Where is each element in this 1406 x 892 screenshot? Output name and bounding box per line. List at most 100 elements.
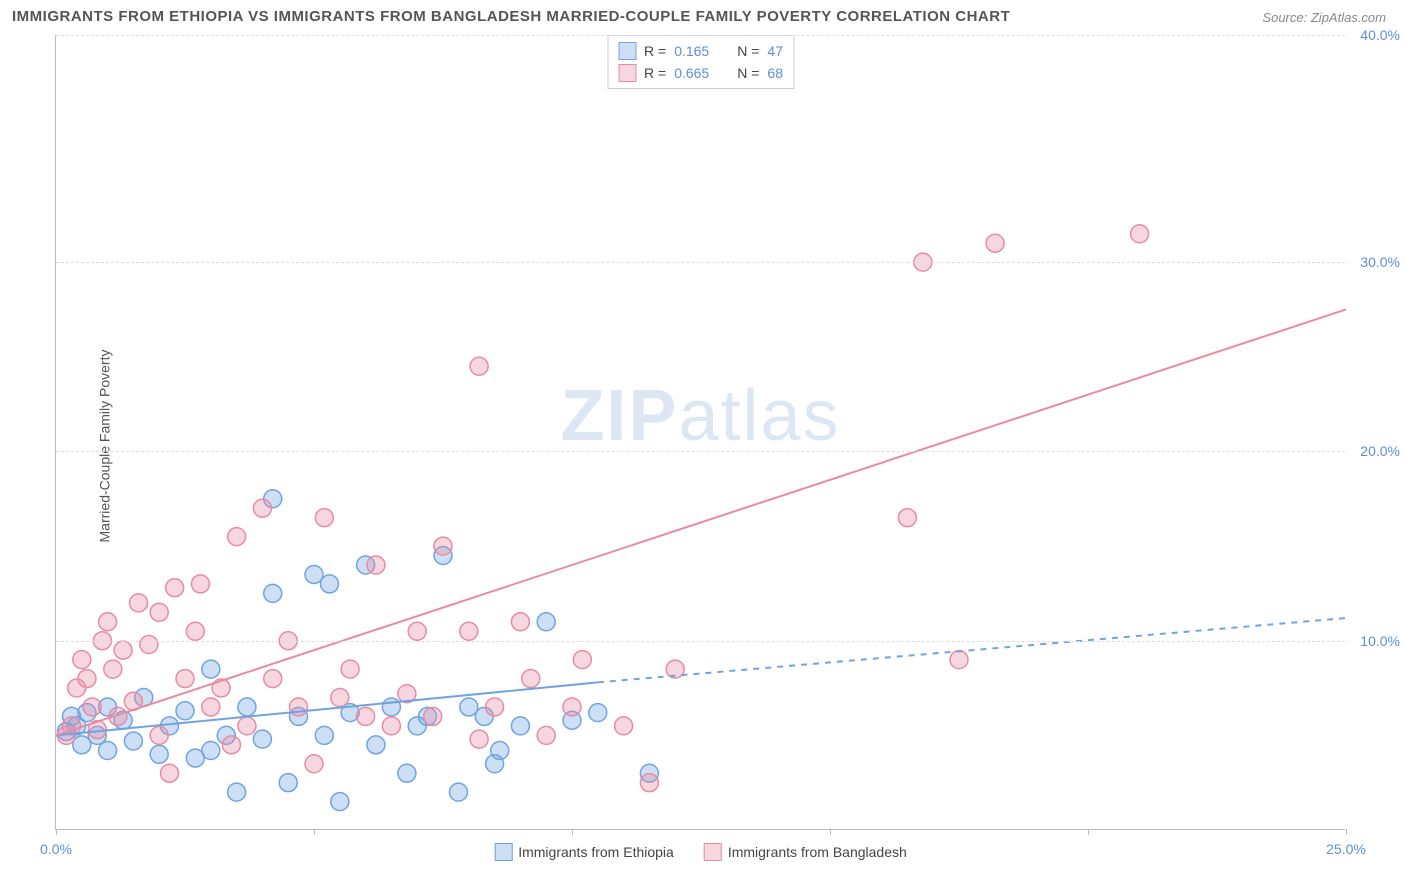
data-point — [537, 613, 555, 631]
data-point — [176, 702, 194, 720]
data-point — [124, 732, 142, 750]
source-value: ZipAtlas.com — [1311, 10, 1386, 25]
data-point — [640, 774, 658, 792]
data-point — [563, 698, 581, 716]
data-point — [382, 717, 400, 735]
data-point — [222, 736, 240, 754]
data-point — [253, 730, 271, 748]
data-point — [238, 698, 256, 716]
data-point — [78, 670, 96, 688]
data-point — [176, 670, 194, 688]
y-tick-label: 40.0% — [1360, 27, 1400, 43]
x-tick-label: 25.0% — [1326, 841, 1366, 857]
data-point — [331, 689, 349, 707]
source-label: Source: — [1262, 10, 1307, 25]
data-point — [191, 575, 209, 593]
data-point — [382, 698, 400, 716]
data-point — [491, 742, 509, 760]
data-point — [104, 660, 122, 678]
data-point — [130, 594, 148, 612]
data-point — [73, 651, 91, 669]
data-point — [279, 774, 297, 792]
data-point — [320, 575, 338, 593]
data-point — [315, 509, 333, 527]
data-point — [589, 704, 607, 722]
data-point — [140, 636, 158, 654]
data-point — [398, 764, 416, 782]
chart-title: IMMIGRANTS FROM ETHIOPIA VS IMMIGRANTS F… — [12, 8, 1010, 25]
plot-svg — [56, 35, 1345, 829]
data-point — [1131, 225, 1149, 243]
data-point — [470, 357, 488, 375]
gridline-h — [56, 451, 1345, 452]
trend-line-extrapolated — [598, 618, 1346, 682]
data-point — [331, 793, 349, 811]
y-tick-label: 10.0% — [1360, 633, 1400, 649]
legend-item-bangladesh: Immigrants from Bangladesh — [704, 843, 907, 861]
gridline-h — [56, 641, 1345, 642]
data-point — [522, 670, 540, 688]
data-point — [367, 556, 385, 574]
y-tick-label: 30.0% — [1360, 254, 1400, 270]
data-point — [305, 755, 323, 773]
data-point — [202, 742, 220, 760]
swatch-ethiopia-bottom-icon — [494, 843, 512, 861]
data-point — [898, 509, 916, 527]
legend-item-ethiopia: Immigrants from Ethiopia — [494, 843, 674, 861]
legend-label-bangladesh: Immigrants from Bangladesh — [728, 844, 907, 860]
data-point — [202, 660, 220, 678]
x-tick — [56, 829, 57, 835]
data-point — [99, 742, 117, 760]
data-point — [238, 717, 256, 735]
data-point — [166, 579, 184, 597]
x-tick-label: 0.0% — [40, 841, 72, 857]
data-point — [537, 726, 555, 744]
data-point — [83, 698, 101, 716]
data-point — [367, 736, 385, 754]
data-point — [264, 670, 282, 688]
data-point — [434, 537, 452, 555]
gridline-h — [56, 35, 1345, 36]
gridline-h — [56, 262, 1345, 263]
data-point — [408, 622, 426, 640]
source-attribution: Source: ZipAtlas.com — [1262, 10, 1386, 25]
data-point — [150, 726, 168, 744]
data-point — [228, 783, 246, 801]
trend-line — [56, 309, 1346, 735]
x-tick — [830, 829, 831, 835]
data-point — [986, 234, 1004, 252]
legend-series: Immigrants from Ethiopia Immigrants from… — [494, 843, 907, 861]
legend-label-ethiopia: Immigrants from Ethiopia — [518, 844, 674, 860]
plot-area: ZIPatlas R = 0.165 N = 47 R = 0.665 N = … — [55, 35, 1345, 830]
x-tick — [572, 829, 573, 835]
data-point — [950, 651, 968, 669]
data-point — [161, 764, 179, 782]
data-point — [186, 622, 204, 640]
data-point — [99, 613, 117, 631]
data-point — [290, 698, 308, 716]
data-point — [357, 707, 375, 725]
chart-container: IMMIGRANTS FROM ETHIOPIA VS IMMIGRANTS F… — [0, 0, 1406, 892]
x-tick — [314, 829, 315, 835]
x-tick — [1346, 829, 1347, 835]
data-point — [341, 660, 359, 678]
data-point — [470, 730, 488, 748]
data-point — [615, 717, 633, 735]
data-point — [573, 651, 591, 669]
data-point — [150, 603, 168, 621]
x-tick — [1088, 829, 1089, 835]
data-point — [511, 717, 529, 735]
data-point — [264, 584, 282, 602]
data-point — [150, 745, 168, 763]
data-point — [253, 499, 271, 517]
data-point — [486, 698, 504, 716]
data-point — [315, 726, 333, 744]
data-point — [424, 707, 442, 725]
data-point — [460, 622, 478, 640]
y-tick-label: 20.0% — [1360, 443, 1400, 459]
data-point — [114, 641, 132, 659]
swatch-bangladesh-bottom-icon — [704, 843, 722, 861]
data-point — [202, 698, 220, 716]
data-point — [228, 528, 246, 546]
data-point — [511, 613, 529, 631]
